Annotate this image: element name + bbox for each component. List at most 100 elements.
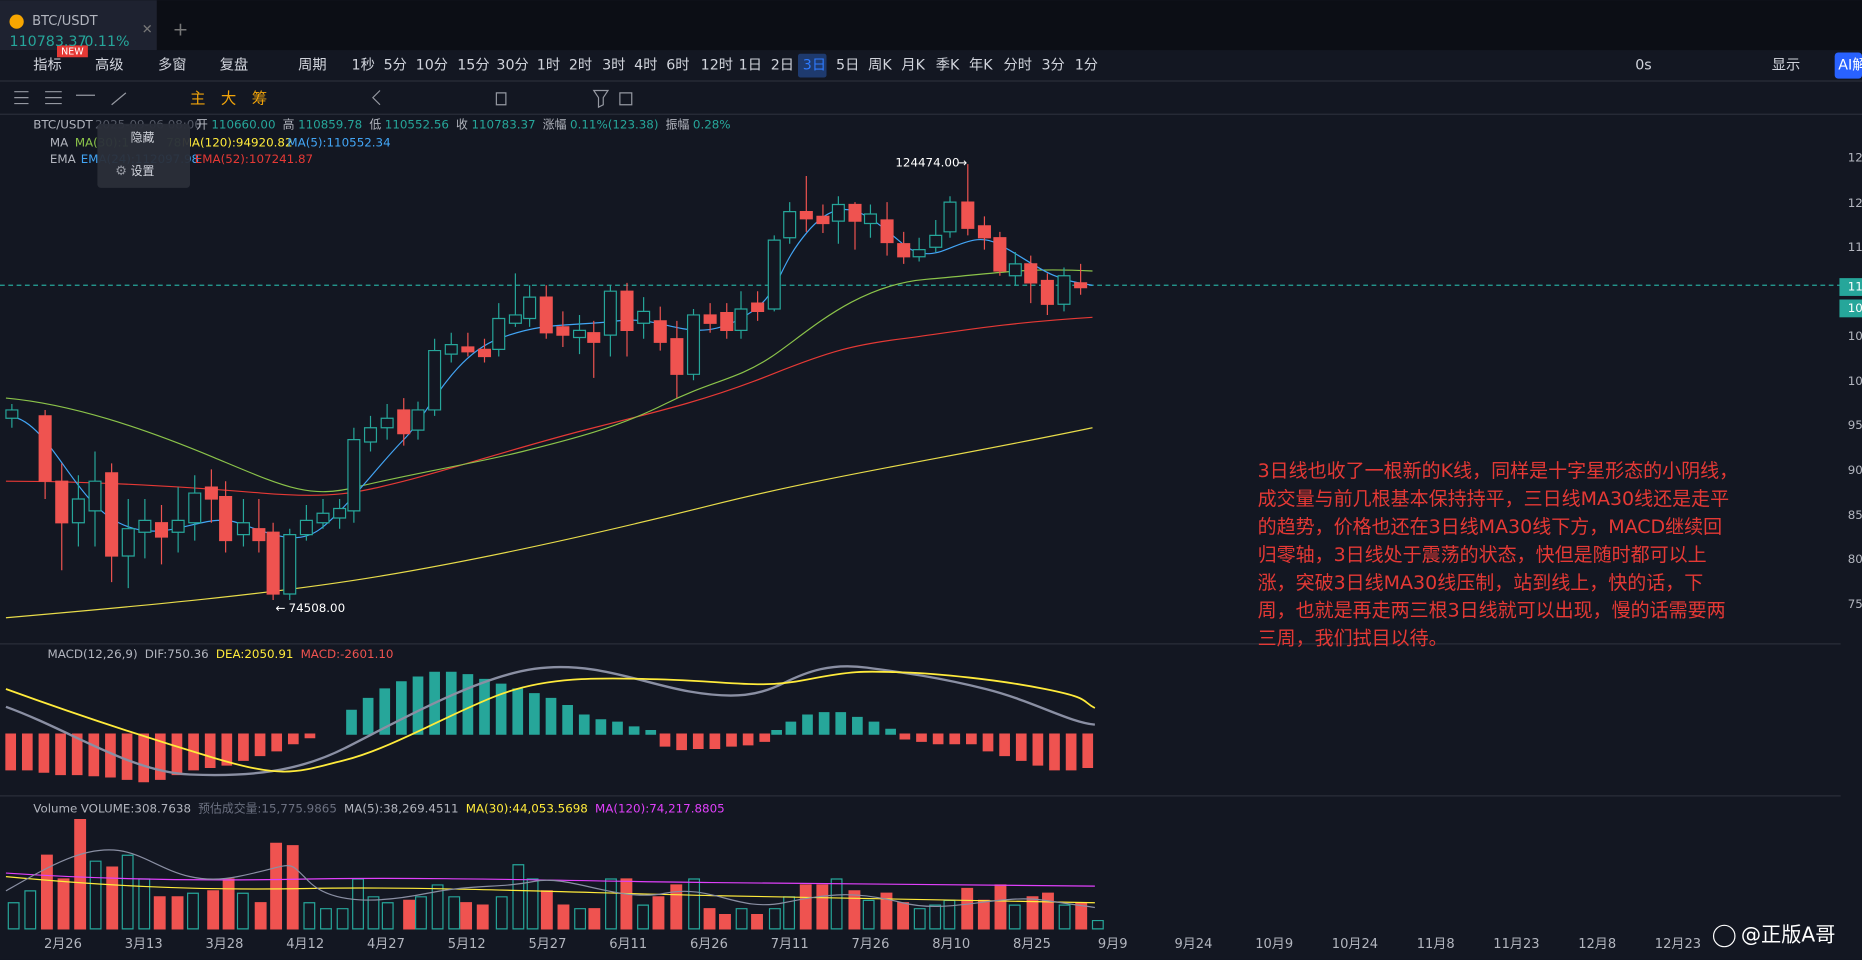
x-axis-label: 11月23: [1493, 937, 1539, 952]
period-button[interactable]: 周K: [868, 58, 892, 74]
toolbar-right[interactable]: 显示: [1772, 58, 1801, 74]
period-button[interactable]: 15分: [457, 57, 489, 74]
menu-item[interactable]: 隐藏: [131, 131, 155, 145]
low-annotation: 74508.00: [289, 601, 346, 615]
volume-legend: 预估成交量:15,775.9865: [198, 801, 337, 815]
high-annotation: 124474.00: [895, 155, 959, 169]
ma-value: MA(5):110552.34: [287, 135, 390, 149]
menu-item[interactable]: 设置: [131, 164, 155, 178]
price-axis-label: 11: [1848, 240, 1862, 254]
period-button[interactable]: 6时: [666, 57, 689, 74]
gear-icon: ⚙: [115, 164, 127, 179]
price-axis-label: 12: [1848, 151, 1862, 165]
period-button[interactable]: 4时: [634, 57, 657, 74]
dea-line: [5, 670, 1096, 773]
x-axis-label: 3月13: [125, 937, 163, 952]
price-tag-bg: [1839, 299, 1862, 318]
volume-name: Volume: [33, 801, 77, 815]
tab-add[interactable]: +: [173, 18, 189, 40]
ohlc-value: 0.28%: [693, 117, 731, 131]
period-button[interactable]: 5分: [384, 57, 407, 74]
vol-ma120-line: [5, 872, 1095, 887]
badge-bg: [57, 45, 88, 58]
ohlc-label: 振幅: [666, 117, 690, 131]
x-axis-label: 9月9: [1098, 937, 1128, 952]
period-button[interactable]: 月K: [901, 58, 925, 74]
period-button[interactable]: 2日: [771, 58, 794, 74]
period-button[interactable]: 1分: [1075, 57, 1098, 74]
period-button[interactable]: 1秒: [352, 57, 375, 74]
tool-icons[interactable]: [14, 89, 633, 109]
chart-mode[interactable]: 大: [221, 89, 236, 107]
volume-legend: MA(5):38,269.4511: [344, 801, 459, 815]
tab-price: 110783.37: [10, 34, 87, 50]
x-axis-label: 2月26: [44, 937, 82, 952]
macd-hist-down: [5, 733, 1094, 783]
period-button[interactable]: 30分: [496, 57, 528, 74]
price-tag-bg: [1839, 278, 1862, 296]
tool-button[interactable]: 周期: [298, 57, 327, 74]
vol-ma5-line: [5, 849, 1095, 909]
macd-legend: MACD(12,26,9): [48, 647, 138, 661]
candles-up: [5, 201, 1071, 595]
period-button[interactable]: 5日: [836, 58, 859, 74]
period-button[interactable]: 3时: [602, 57, 625, 74]
tool-button[interactable]: 复盘: [220, 56, 249, 74]
annotation-note: 成交量与前几根基本保持持平，三日线MA30线还是走平: [1258, 488, 1730, 510]
ma-value: MA(120):94920.82: [182, 135, 293, 149]
chart-mode[interactable]: 筹: [252, 89, 267, 107]
period-button[interactable]: 3分: [1041, 57, 1064, 74]
volume-bars-up: [7, 854, 1104, 930]
drawing-tools: [14, 89, 633, 109]
coin-icon: [9, 14, 24, 29]
ai-button-bg[interactable]: [1834, 52, 1862, 79]
price-tag: 11: [1848, 280, 1862, 294]
x-axis-label: 10月24: [1332, 937, 1378, 952]
period-button[interactable]: 分时: [1003, 57, 1032, 74]
ohlc-label: 收: [456, 117, 468, 131]
price-tag: 10: [1848, 301, 1862, 315]
x-axis-label: 5月12: [448, 937, 486, 952]
chart-mode[interactable]: 主: [190, 89, 205, 107]
toolbar-right[interactable]: 0s: [1635, 58, 1652, 74]
context-menu: [97, 123, 190, 188]
period-button[interactable]: 年K: [969, 57, 993, 74]
x-axis-label: 3月28: [205, 937, 243, 952]
period-button[interactable]: 1日: [739, 58, 762, 74]
x-axis-label: 4月27: [367, 937, 405, 952]
period-button[interactable]: 12时: [701, 57, 733, 74]
price-axis-label: 90: [1848, 463, 1862, 477]
annotation-note: 周，也就是再走两三根3日线就可以出现，慢的话需要两: [1258, 600, 1726, 622]
period-button[interactable]: 季K: [936, 57, 960, 74]
period-button[interactable]: 10分: [416, 57, 448, 74]
legend-symbol: BTC/USDT: [33, 117, 93, 131]
toolbar-right[interactable]: AI解: [1838, 57, 1862, 74]
tool-button[interactable]: 指标: [33, 57, 62, 74]
x-axis-label: 4月12: [286, 937, 324, 952]
period-button[interactable]: 2时: [569, 57, 592, 74]
watermark: @正版A哥: [1741, 923, 1836, 947]
annotation-note: 三周，我们拭目以待。: [1258, 628, 1448, 650]
ma-name: MA: [50, 135, 69, 149]
volume-bars-down: [40, 819, 1088, 930]
x-axis-label: 5月27: [528, 937, 566, 952]
ohlc-value: 110859.78: [298, 117, 362, 131]
ohlc-label: 开: [196, 117, 208, 131]
tab[interactable]: [0, 0, 157, 51]
period-button[interactable]: 1时: [537, 57, 560, 74]
volume-legend: VOLUME:308.7638: [81, 801, 191, 815]
tool-button[interactable]: 高级: [95, 57, 124, 74]
volume-legend: MA(120):74,217.8805: [595, 801, 725, 815]
ohlc-label: 高: [283, 117, 295, 131]
tool-button[interactable]: 多窗: [158, 56, 187, 74]
main-chart: 124474.00 → ← 74508.00: [0, 155, 1841, 619]
ma30-line: [5, 269, 1093, 493]
volume-legend: MA(30):44,053.5698: [466, 801, 588, 815]
badge: NEW: [61, 46, 84, 57]
price-axis-label: 75: [1848, 597, 1862, 611]
active-period-bg: [798, 53, 827, 78]
tab-close[interactable]: ✕: [142, 22, 153, 37]
period-button[interactable]: 3日: [803, 58, 826, 74]
volume-panel: [0, 795, 1841, 930]
